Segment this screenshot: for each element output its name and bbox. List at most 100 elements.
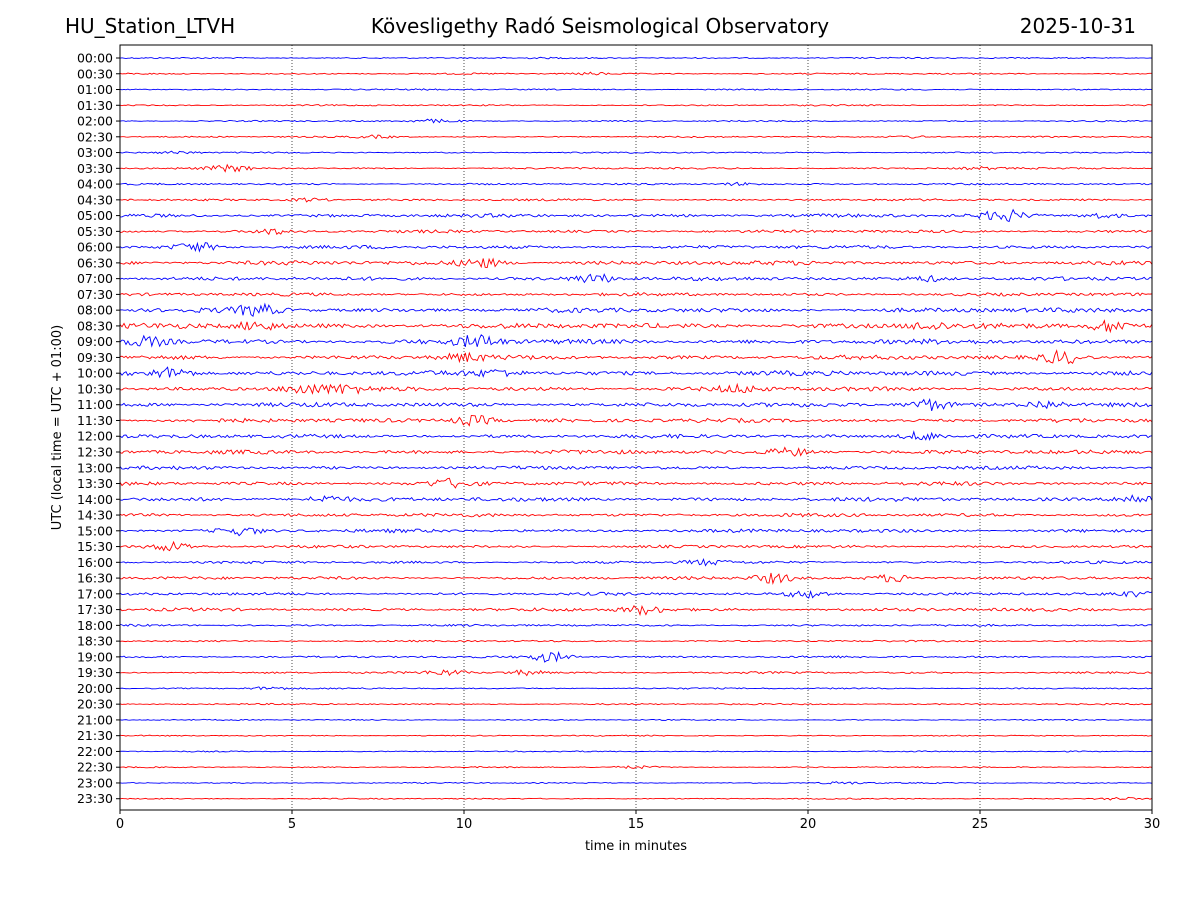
trace-2200 [119, 750, 1153, 753]
y-tick-label: 17:30 [77, 602, 113, 617]
trace-0130 [119, 104, 1153, 107]
x-tick-label: 20 [800, 817, 817, 832]
trace-1030 [119, 382, 1153, 395]
trace-0700 [119, 273, 1153, 284]
y-tick-label: 12:30 [77, 445, 113, 460]
x-tick-label: 5 [288, 817, 296, 832]
y-tick-label: 22:30 [77, 760, 113, 775]
trace-0330 [119, 163, 1153, 173]
y-axis: 00:0000:3001:0001:3002:0002:3003:0003:30… [77, 51, 120, 806]
y-tick-label: 22:00 [77, 744, 113, 759]
y-tick-label: 00:30 [77, 66, 113, 81]
trace-0600 [119, 241, 1153, 253]
y-tick-label: 18:00 [77, 618, 113, 633]
y-tick-label: 09:30 [77, 350, 113, 365]
x-axis-label: time in minutes [585, 839, 687, 854]
y-tick-label: 23:30 [77, 791, 113, 806]
trace-1700 [119, 590, 1153, 599]
y-tick-label: 04:30 [77, 192, 113, 207]
y-tick-label: 05:00 [77, 208, 113, 223]
y-tick-label: 00:00 [77, 51, 113, 66]
trace-0630 [119, 257, 1153, 269]
x-tick-label: 0 [116, 817, 124, 832]
trace-group [119, 56, 1153, 801]
trace-1800 [119, 623, 1153, 627]
x-axis: 0 5 10 15 20 25 30 [116, 810, 1160, 832]
observatory-title: Kövesligethy Radó Seismological Observat… [370, 14, 830, 38]
trace-0730 [119, 291, 1153, 297]
trace-0930 [119, 349, 1153, 365]
y-tick-label: 19:00 [77, 649, 113, 664]
trace-1200 [119, 430, 1153, 442]
trace-2230 [119, 765, 1153, 770]
y-tick-label: 10:00 [77, 366, 113, 381]
trace-1130 [119, 414, 1153, 427]
trace-1830 [119, 639, 1153, 643]
y-tick-label: 14:30 [77, 508, 113, 523]
y-tick-label: 03:00 [77, 145, 113, 160]
trace-1230 [119, 446, 1153, 457]
y-tick-label: 16:00 [77, 555, 113, 570]
y-tick-label: 10:30 [77, 381, 113, 396]
y-tick-label: 14:00 [77, 492, 113, 507]
trace-1600 [119, 558, 1153, 567]
y-tick-label: 21:00 [77, 712, 113, 727]
trace-0400 [119, 181, 1153, 187]
trace-0300 [119, 150, 1153, 155]
trace-2030 [119, 702, 1153, 706]
y-tick-label: 13:00 [77, 460, 113, 475]
trace-0530 [119, 228, 1153, 236]
y-tick-label: 08:30 [77, 318, 113, 333]
y-tick-label: 20:00 [77, 681, 113, 696]
y-tick-label: 06:00 [77, 240, 113, 255]
y-tick-label: 02:30 [77, 129, 113, 144]
trace-1300 [119, 465, 1153, 471]
y-tick-label: 07:00 [77, 271, 113, 286]
y-tick-label: 19:30 [77, 665, 113, 680]
trace-2130 [119, 734, 1153, 737]
trace-1900 [119, 650, 1153, 663]
trace-0800 [119, 302, 1153, 317]
trace-1330 [119, 477, 1153, 489]
trace-0100 [119, 88, 1153, 91]
y-tick-label: 04:00 [77, 177, 113, 192]
trace-1430 [119, 512, 1153, 518]
trace-0200 [119, 118, 1153, 124]
trace-2330 [119, 796, 1153, 801]
y-tick-label: 15:30 [77, 539, 113, 554]
trace-0500 [119, 208, 1153, 223]
trace-1100 [119, 397, 1153, 412]
y-tick-label: 12:00 [77, 429, 113, 444]
trace-1530 [119, 540, 1153, 552]
trace-0030 [119, 71, 1153, 76]
y-tick-label: 13:30 [77, 476, 113, 491]
trace-1000 [119, 366, 1153, 379]
y-tick-label: 08:00 [77, 303, 113, 318]
y-tick-label: 21:30 [77, 728, 113, 743]
trace-1630 [119, 572, 1153, 586]
y-tick-label: 02:00 [77, 114, 113, 129]
trace-1400 [119, 494, 1153, 503]
trace-0900 [119, 334, 1153, 348]
trace-2100 [119, 718, 1153, 722]
trace-1730 [119, 604, 1153, 617]
station-label: HU_Station_LTVH [65, 14, 236, 38]
grid-lines [291, 45, 981, 810]
y-tick-label: 23:00 [77, 775, 113, 790]
y-tick-label: 17:00 [77, 586, 113, 601]
trace-0230 [119, 134, 1153, 140]
x-tick-label: 25 [972, 817, 989, 832]
trace-0430 [119, 197, 1153, 203]
trace-0830 [119, 319, 1153, 334]
trace-2300 [119, 781, 1153, 785]
trace-1930 [119, 669, 1153, 677]
trace-0000 [119, 56, 1153, 60]
y-tick-label: 18:30 [77, 634, 113, 649]
y-axis-label: UTC (local time = UTC + 01:00) [50, 325, 65, 530]
y-tick-label: 16:30 [77, 571, 113, 586]
y-tick-label: 11:00 [77, 397, 113, 412]
y-tick-label: 05:30 [77, 224, 113, 239]
y-tick-label: 09:00 [77, 334, 113, 349]
y-tick-label: 20:30 [77, 697, 113, 712]
